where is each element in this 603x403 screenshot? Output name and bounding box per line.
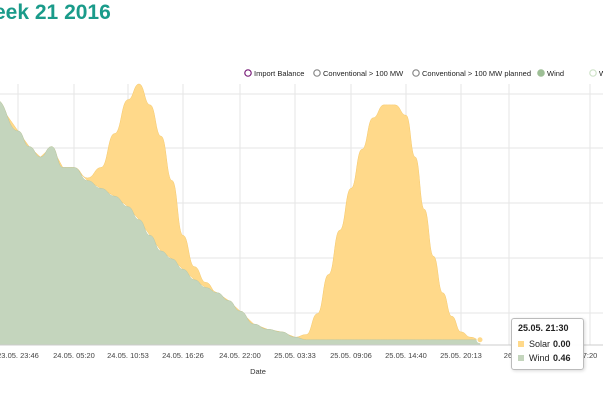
legend-label: Conventional > 100 MW planned: [422, 69, 531, 78]
page-title: eek 21 2016: [0, 1, 111, 24]
x-tick-label: 23.05. 23:46: [0, 351, 39, 360]
tooltip-header: 25.05. 21:30: [518, 323, 569, 333]
solar-swatch-icon: [518, 341, 524, 347]
hover-marker: [476, 336, 484, 344]
x-tick-label: 24.05. 22:00: [219, 351, 261, 360]
x-tick-label: 25.05. 03:33: [274, 351, 316, 360]
x-tick-label: 25.05. 20:13: [440, 351, 482, 360]
legend-item[interactable]: Conventional > 100 MW: [313, 69, 404, 78]
legend-item[interactable]: Import Balance: [244, 69, 305, 78]
tooltip-row-solar: Solar 0.00: [518, 337, 577, 351]
x-tick-label: 24.05. 05:20: [53, 351, 95, 360]
x-tick-label: 7:20: [583, 351, 598, 360]
wind-area: [0, 101, 481, 346]
legend-label: Import Balance: [254, 69, 304, 78]
x-tick-label: 24.05. 10:53: [107, 351, 149, 360]
x-tick-label: 26.: [504, 351, 514, 360]
filled-circle-icon: [537, 69, 545, 77]
tooltip-series-name: Solar: [529, 339, 551, 349]
hover-point: [476, 336, 484, 344]
tooltip-row-wind: Wind 0.46: [518, 351, 577, 365]
x-tick-label: 25.05. 14:40: [385, 351, 427, 360]
legend-item[interactable]: Wind: [589, 69, 603, 78]
tooltip-series-value: 0.00: [553, 339, 571, 349]
x-axis-title: Date: [250, 367, 266, 376]
legend-item[interactable]: Wind: [537, 69, 564, 78]
hollow-circle-icon: [244, 69, 252, 77]
hollow-circle-icon: [412, 69, 420, 77]
hollow-circle-icon: [589, 69, 597, 77]
x-axis-ticks: 23.05. 23:46 24.05. 05:20 24.05. 10:53 24.0…: [0, 351, 597, 360]
legend-label: Conventional > 100 MW: [323, 69, 404, 78]
wind-swatch-icon: [518, 355, 524, 361]
tooltip-series-name: Wind: [529, 353, 550, 363]
hollow-circle-icon: [313, 69, 321, 77]
chart-tooltip: 25.05. 21:30 Solar 0.00 Wind 0.46: [511, 318, 584, 370]
x-tick-label: 24.05. 16:26: [162, 351, 204, 360]
area-layer: [0, 83, 603, 346]
legend-label: Wind: [547, 69, 564, 78]
legend-item[interactable]: Conventional > 100 MW planned: [412, 69, 531, 78]
legend-label: Wind: [599, 69, 603, 78]
legend[interactable]: Import Balance Conventional > 100 MW Conve…: [244, 69, 603, 78]
x-tick-label: 25.05. 09:06: [330, 351, 372, 360]
tooltip-series-value: 0.46: [553, 353, 571, 363]
